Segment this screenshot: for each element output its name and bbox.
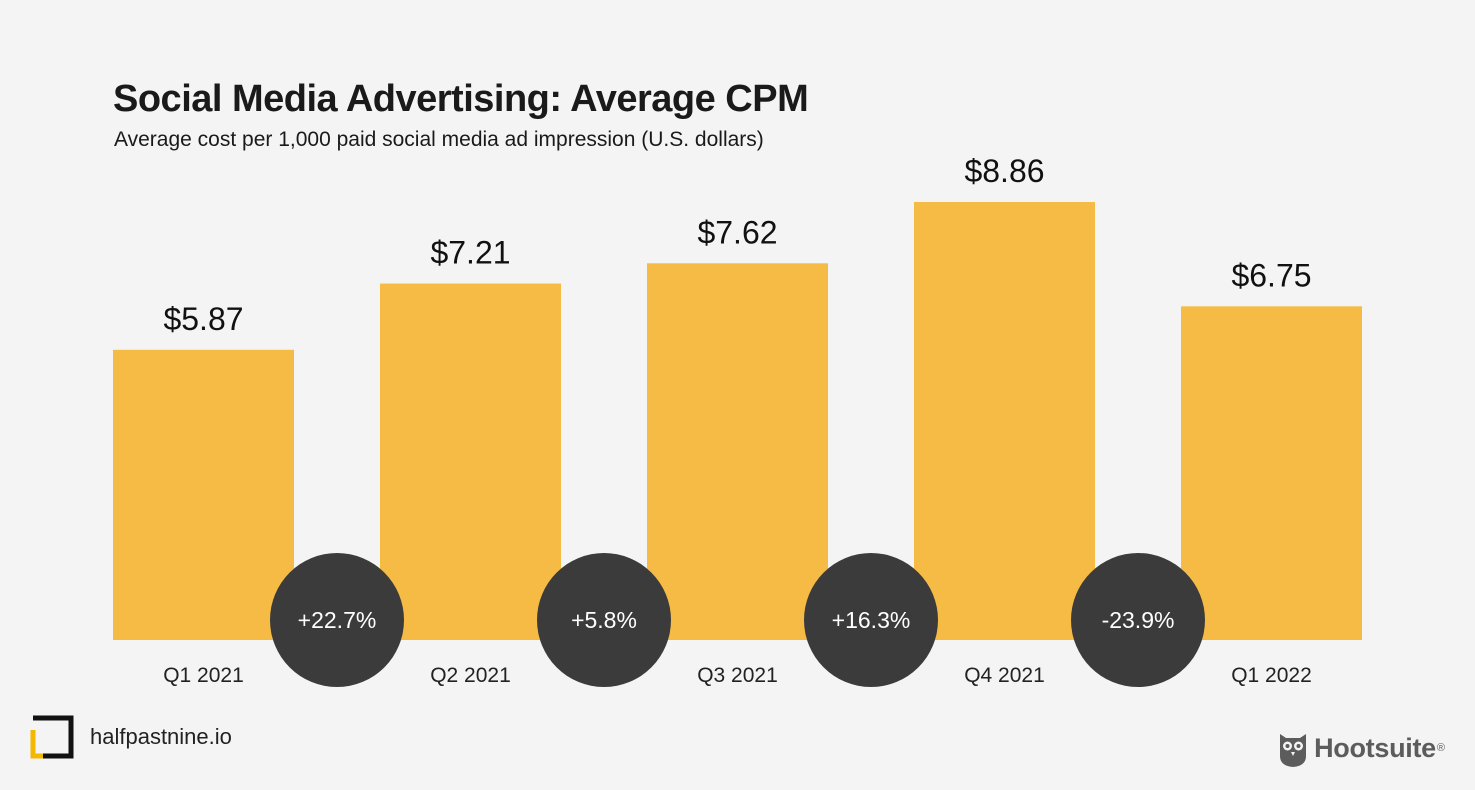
footer-site: halfpastnine.io xyxy=(30,715,232,759)
footer-brand: Hootsuite ® xyxy=(1278,728,1445,768)
bar xyxy=(1181,306,1362,640)
change-label: +5.8% xyxy=(571,607,637,633)
bar-value-label: $7.21 xyxy=(430,235,510,271)
bracket-square-icon xyxy=(30,715,74,759)
bar xyxy=(113,349,294,640)
bar xyxy=(380,283,561,640)
change-label: +22.7% xyxy=(298,607,377,633)
x-tick-label: Q1 2022 xyxy=(1231,664,1312,687)
bar-value-label: $8.86 xyxy=(964,153,1044,189)
change-label: +16.3% xyxy=(832,607,911,633)
bar xyxy=(647,263,828,640)
chart-subtitle: Average cost per 1,000 paid social media… xyxy=(114,128,764,151)
chart-title: Social Media Advertising: Average CPM xyxy=(113,78,809,120)
bar-value-label: $5.87 xyxy=(163,301,243,337)
bar-value-label: $6.75 xyxy=(1231,257,1311,293)
change-label: -23.9% xyxy=(1102,607,1175,633)
brand-name: Hootsuite xyxy=(1314,732,1436,763)
bar xyxy=(914,202,1095,640)
x-tick-label: Q1 2021 xyxy=(163,664,244,687)
change-circle xyxy=(537,553,671,687)
change-circle xyxy=(270,553,404,687)
x-tick-label: Q3 2021 xyxy=(697,664,778,687)
bar-value-label: $7.62 xyxy=(697,214,777,250)
change-circle xyxy=(1071,553,1205,687)
site-name: halfpastnine.io xyxy=(90,724,232,749)
registered-mark: ® xyxy=(1436,742,1445,754)
change-circle xyxy=(804,553,938,687)
owl-icon xyxy=(1280,734,1307,767)
x-tick-label: Q4 2021 xyxy=(964,664,1045,687)
x-tick-label: Q2 2021 xyxy=(430,664,511,687)
